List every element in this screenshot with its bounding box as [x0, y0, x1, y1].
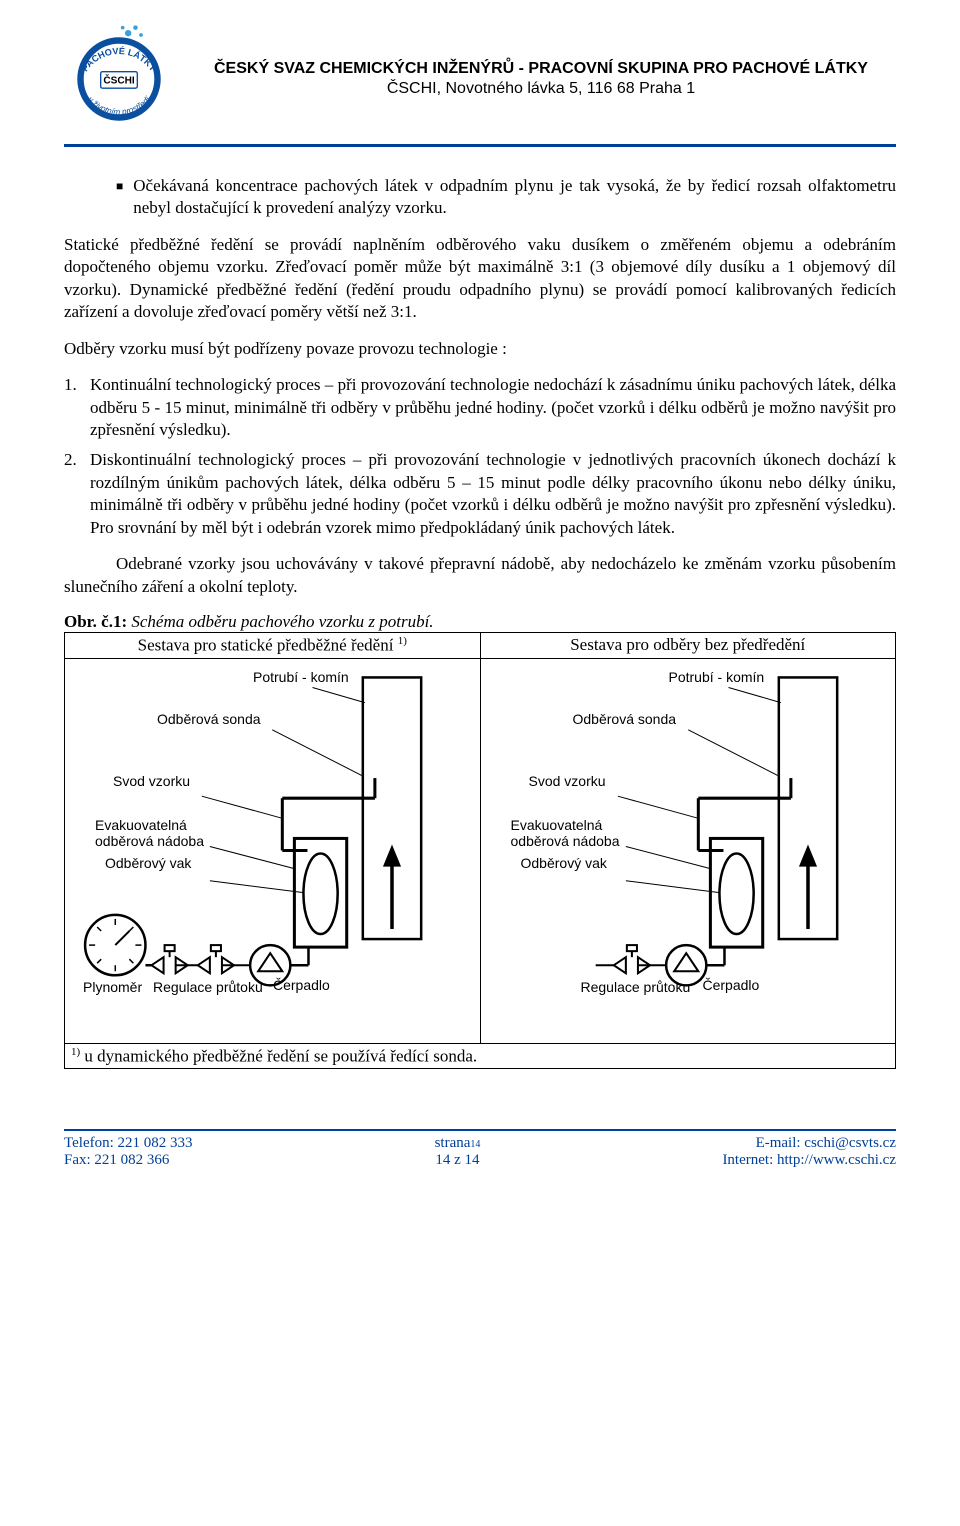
diagram-label: Potrubí - komín — [253, 669, 349, 685]
numbered-item: 1. Kontinuální technologický proces – př… — [64, 374, 896, 441]
paragraph: Odběry vzorku musí být podřízeny povaze … — [64, 338, 896, 360]
bullet-item: ■ Očekávaná koncentrace pachových látek … — [116, 175, 896, 220]
diagram-label: Evakuovatelná — [95, 817, 187, 833]
diagram-label: Regulace průtoku — [581, 979, 691, 995]
diagram-label: Odběrová sonda — [157, 711, 261, 727]
paragraph: Odebrané vzorky jsou uchovávány v takové… — [64, 553, 896, 598]
figure-caption-label: Obr. č.1: — [64, 612, 127, 631]
table-header-left: Sestava pro statické předběžné ředění 1) — [65, 633, 481, 659]
item-number: 2. — [64, 449, 84, 539]
table-header-text: Sestava pro statické předběžné ředění — [138, 636, 398, 655]
footer-fax: Fax: 221 082 366 — [64, 1152, 193, 1169]
figure-table: Sestava pro statické předběžné ředění 1)… — [64, 632, 896, 1069]
header: PACHOVÉ LÁTKY v životním prostředí ČSCHI… — [64, 24, 896, 134]
diagram-right: Potrubí - komín Odběrová sonda Svod vzor… — [480, 658, 896, 1043]
diagram-label: Evakuovatelná — [511, 817, 603, 833]
diagram-label: Odběrová sonda — [573, 711, 677, 727]
footer-page-label: strana — [435, 1135, 471, 1151]
footer-email: E-mail: cschi@csvts.cz — [722, 1135, 896, 1152]
diagram-label: Regulace průtoku — [153, 979, 263, 995]
footer-left: Telefon: 221 082 333 Fax: 221 082 366 — [64, 1135, 193, 1169]
diagram-label: Plynoměr — [83, 979, 142, 995]
footer-web: Internet: http://www.cschi.cz — [722, 1152, 896, 1169]
header-rule — [64, 144, 896, 147]
org-title: ČESKÝ SVAZ CHEMICKÝCH INŽENÝRŮ - PRACOVN… — [186, 60, 896, 78]
item-text: Diskontinuální technologický proces – př… — [90, 449, 896, 539]
footer-center: strana14 14 z 14 — [193, 1135, 723, 1169]
diagram-label: odběrová nádoba — [511, 833, 620, 849]
table-header-right: Sestava pro odběry bez předředění — [480, 633, 896, 659]
diagram-label: Čerpadlo — [273, 977, 330, 993]
footer-page-small: 14 — [470, 1139, 480, 1150]
logo: PACHOVÉ LÁTKY v životním prostředí ČSCHI — [64, 24, 174, 134]
svg-text:ČSCHI: ČSCHI — [103, 74, 135, 87]
header-text: ČESKÝ SVAZ CHEMICKÝCH INŽENÝRŮ - PRACOVN… — [186, 60, 896, 98]
diagram-label: Odběrový vak — [105, 855, 191, 871]
footer-rule — [64, 1129, 896, 1131]
footer-page-count: 14 z 14 — [193, 1152, 723, 1169]
diagram-label: Čerpadlo — [703, 977, 760, 993]
diagram-label: Odběrový vak — [521, 855, 607, 871]
bullet-text: Očekávaná koncentrace pachových látek v … — [133, 175, 896, 220]
table-footnote: 1) u dynamického předběžné ředění se pou… — [65, 1043, 896, 1069]
item-text: Kontinuální technologický proces – při p… — [90, 374, 896, 441]
figure-caption: Obr. č.1: Schéma odběru pachového vzorku… — [64, 612, 896, 632]
bullet-icon: ■ — [116, 175, 123, 220]
numbered-item: 2. Diskontinuální technologický proces –… — [64, 449, 896, 539]
footer: Telefon: 221 082 333 Fax: 221 082 366 st… — [64, 1129, 896, 1169]
org-subtitle: ČSCHI, Novotného lávka 5, 116 68 Praha 1 — [186, 80, 896, 98]
diagram-label: Svod vzorku — [529, 773, 606, 789]
footer-phone: Telefon: 221 082 333 — [64, 1135, 193, 1152]
item-number: 1. — [64, 374, 84, 441]
diagram-label: Svod vzorku — [113, 773, 190, 789]
table-header-text: Sestava pro odběry bez předředění — [570, 635, 805, 654]
diagram-label: odběrová nádoba — [95, 833, 204, 849]
footnote-sup: 1) — [71, 1046, 80, 1058]
footnote-text: u dynamického předběžné ředění se použív… — [80, 1046, 477, 1065]
footer-right: E-mail: cschi@csvts.cz Internet: http://… — [722, 1135, 896, 1169]
figure-caption-text: Schéma odběru pachového vzorku z potrubí… — [127, 612, 433, 631]
table-header-sup: 1) — [398, 635, 407, 647]
paragraph: Statické předběžné ředění se provádí nap… — [64, 234, 896, 324]
diagram-left: Potrubí - komín Odběrová sonda Svod vzor… — [65, 658, 481, 1043]
page: PACHOVÉ LÁTKY v životním prostředí ČSCHI… — [0, 0, 960, 1209]
diagram-label: Potrubí - komín — [669, 669, 765, 685]
